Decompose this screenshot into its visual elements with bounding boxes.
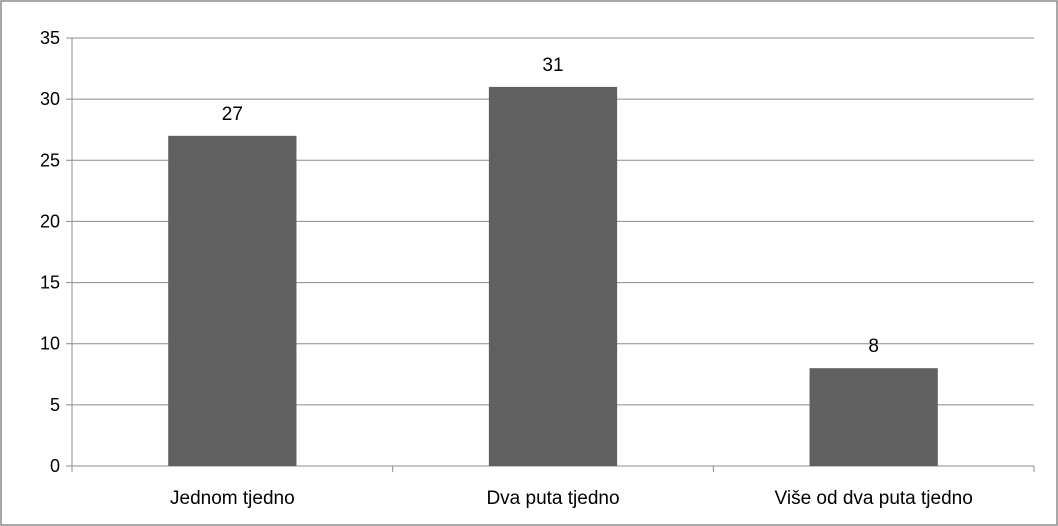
y-tick-label: 5 — [50, 395, 60, 415]
data-label: 27 — [222, 104, 243, 125]
bar-2 — [488, 86, 618, 467]
y-tick-label: 20 — [40, 211, 60, 231]
x-category-label: Više od dva puta tjedno — [775, 488, 973, 509]
y-tick-label: 25 — [40, 150, 60, 170]
x-category-label: Dva puta tjedno — [486, 488, 619, 509]
data-label: 31 — [542, 55, 563, 76]
bars — [168, 86, 938, 467]
x-category-label: Jednom tjedno — [170, 488, 295, 509]
bar-3 — [809, 368, 938, 466]
y-tick-label: 35 — [40, 28, 60, 48]
bar-1 — [168, 135, 297, 467]
data-label: 8 — [868, 336, 879, 357]
y-tick-label: 15 — [40, 273, 60, 293]
y-tick-label: 0 — [50, 456, 60, 476]
y-tick-label: 10 — [40, 334, 60, 354]
labels: 0 5 10 15 20 25 30 35 27 Jednom tjedno 31 Dva puta … — [40, 28, 973, 509]
y-tick-label: 30 — [40, 89, 60, 109]
